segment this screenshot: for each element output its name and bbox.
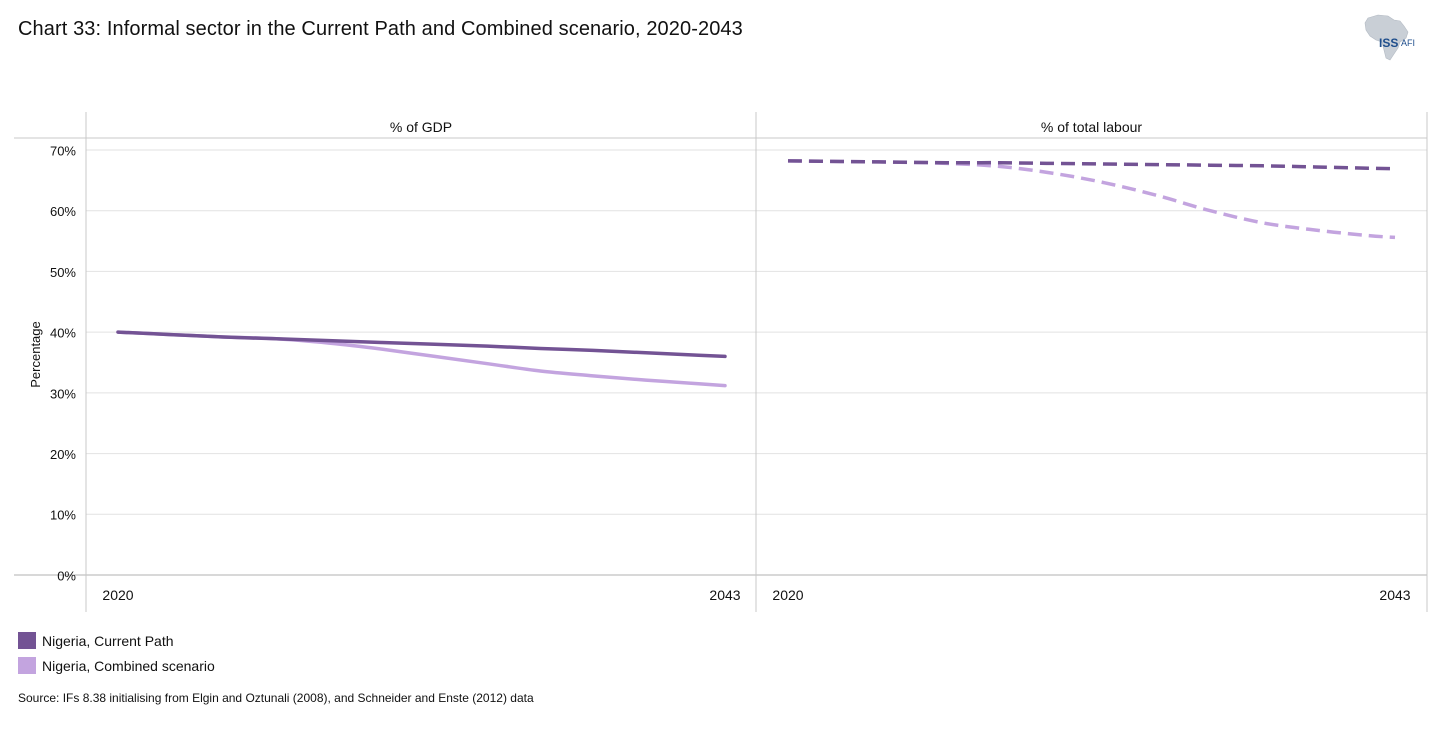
series-lines [116, 159, 1396, 388]
y-tick-label: 60% [50, 204, 76, 219]
series-line-combined [116, 330, 727, 388]
y-tick-label: 40% [50, 326, 76, 341]
series-line-combined [787, 159, 1396, 240]
legend-item-current-path: Nigeria, Current Path [18, 628, 215, 653]
x-tick-label: 2043 [1379, 587, 1410, 603]
source-note: Source: IFs 8.38 initialising from Elgin… [18, 691, 534, 705]
legend: Nigeria, Current Path Nigeria, Combined … [18, 628, 215, 678]
x-tick-label: 2020 [102, 587, 133, 603]
panel-header-label: % of total labour [1041, 119, 1143, 135]
x-tick-label: 2043 [709, 587, 740, 603]
x-tick-label: 2020 [772, 587, 803, 603]
y-tick-label: 30% [50, 386, 76, 401]
legend-label-combined: Nigeria, Combined scenario [42, 657, 215, 674]
y-tick-label: 70% [50, 143, 76, 158]
legend-swatch-current-path [18, 632, 36, 649]
y-axis-title: Percentage [28, 321, 43, 388]
series-line-current-path [787, 159, 1396, 171]
series-line-current-path [116, 330, 727, 359]
y-tick-label: 20% [50, 447, 76, 462]
panel-frames [14, 112, 1428, 612]
africa-map-icon [1364, 14, 1409, 61]
legend-label-current-path: Nigeria, Current Path [42, 632, 174, 649]
y-tick-label: 0% [57, 568, 76, 583]
panel-header-label: % of GDP [390, 119, 452, 135]
iss-afi-logo: ISS AFI [1360, 12, 1422, 66]
chart-title: Chart 33: Informal sector in the Current… [18, 18, 743, 40]
y-tick-label: 10% [50, 508, 76, 523]
axis-labels: 0% 10% 20% 30% 40% 50% 60% 70% Percentage % of GD… [28, 119, 1411, 603]
logo-text-iss: ISS [1379, 36, 1399, 50]
legend-swatch-combined [18, 657, 36, 674]
y-tick-label: 50% [50, 265, 76, 280]
legend-item-combined: Nigeria, Combined scenario [18, 653, 215, 678]
logo-text-afi: AFI [1401, 38, 1416, 48]
